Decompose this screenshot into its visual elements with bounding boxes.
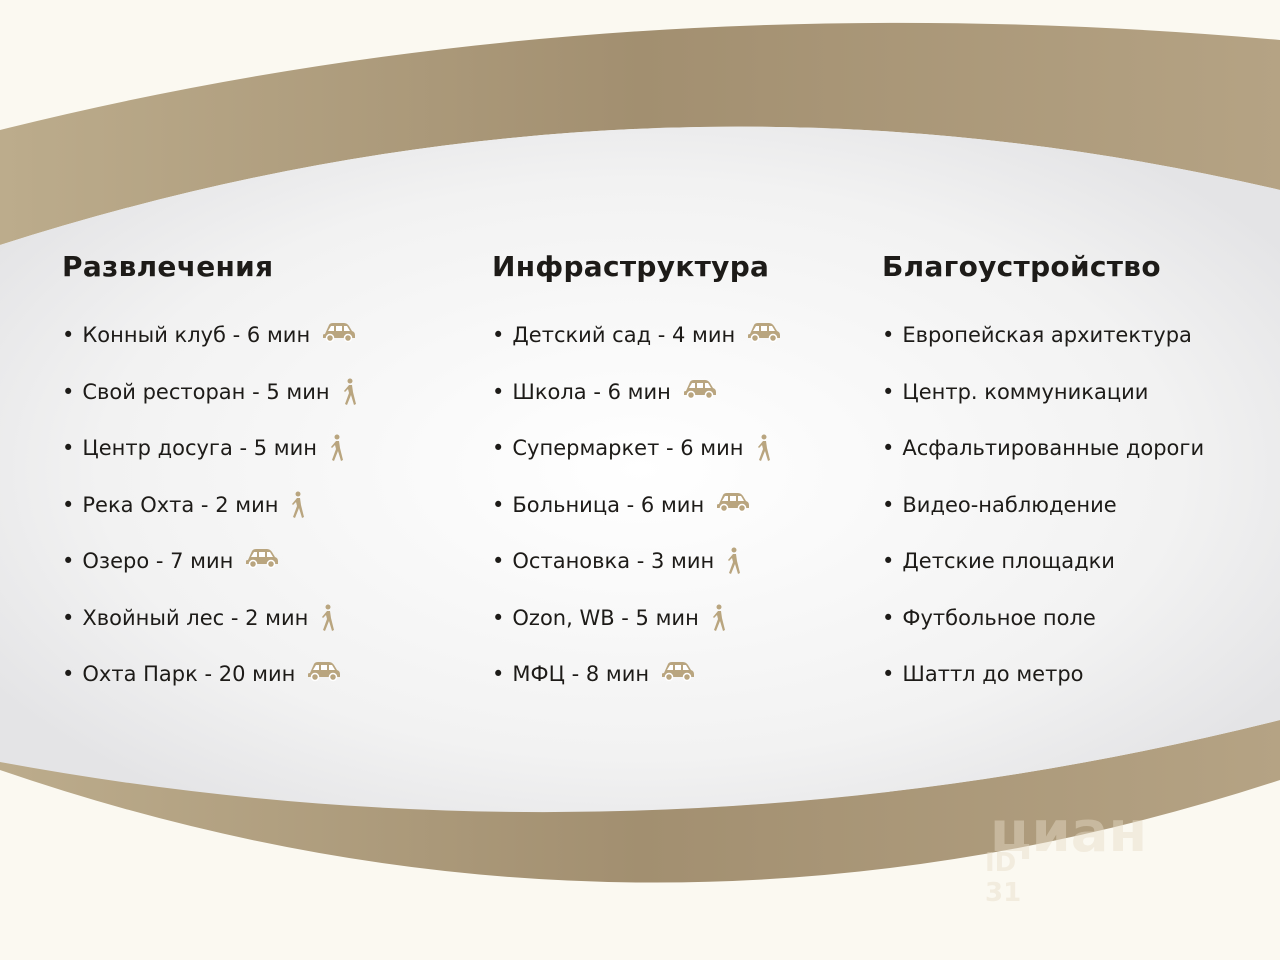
walking-icon [322, 604, 335, 631]
item-label: Европейская архитектура [902, 323, 1192, 347]
car-icon [717, 492, 750, 512]
white-oval [0, 126, 1280, 813]
list-item: • Свой ресторан - 5 мин [62, 378, 358, 437]
gold-band-bottom [0, 720, 1280, 883]
walking-icon [757, 434, 770, 461]
bullet: • [882, 492, 895, 517]
column-title: Благоустройство [882, 250, 1161, 283]
item-label: Школа - 6 мин [512, 379, 671, 404]
item-list: • Европейская архитектура • Центр. коммуник… [882, 323, 1204, 719]
bullet: • [882, 323, 895, 347]
car-icon [246, 549, 279, 569]
car-icon [323, 323, 356, 343]
item-label: Футбольное поле [902, 605, 1096, 630]
list-item: • Озеро - 7 мин [62, 549, 358, 606]
walking-icon [331, 434, 344, 461]
list-item: • Школа - 6 мин [492, 379, 781, 437]
bullet: • [62, 492, 75, 517]
bullet: • [492, 436, 505, 460]
item-label: Хвойный лес - 2 мин [82, 605, 309, 630]
bullet: • [492, 549, 505, 573]
bullet: • [492, 605, 505, 630]
bullet: • [882, 549, 895, 573]
list-item: • Европейская архитектура [882, 323, 1204, 380]
item-label: Детский сад - 4 мин [512, 323, 736, 347]
bullet: • [492, 323, 505, 347]
bullet: • [882, 436, 895, 460]
car-icon [662, 662, 695, 682]
column-3: Благоустройство • Европейская архитектура •… [882, 250, 1204, 719]
walking-icon [292, 491, 305, 518]
list-item: • Детский сад - 4 мин [492, 323, 781, 380]
walking-icon [728, 547, 741, 574]
list-item: • Шаттл до метро [882, 662, 1204, 719]
bullet: • [492, 492, 505, 517]
column-1: Развлечения • Конный клуб - 6 мин • Свой рес… [62, 250, 358, 719]
car-icon [683, 379, 716, 399]
gold-band-top [0, 22, 1280, 245]
list-item: • Супермаркет - 6 мин [492, 434, 781, 493]
column-2: Инфраструктура • Детский сад - 4 мин • Школа… [492, 250, 781, 719]
list-item: • Больница - 6 мин [492, 492, 781, 550]
item-label: Детские площадки [902, 549, 1115, 573]
bullet: • [62, 605, 75, 630]
bullet: • [62, 549, 75, 573]
item-label: Свой ресторан - 5 мин [82, 379, 330, 404]
item-label: Охта Парк - 20 мин [82, 662, 296, 686]
bullet: • [62, 323, 75, 347]
bullet: • [882, 379, 895, 404]
car-icon [308, 662, 341, 682]
list-item: • Ozon, WB - 5 мин [492, 604, 781, 663]
item-label: Шаттл до метро [902, 662, 1084, 686]
item-label: Ozon, WB - 5 мин [512, 605, 699, 630]
item-list: • Детский сад - 4 мин • Школа - 6 мин • Супер… [492, 323, 781, 719]
list-item: • Центр досуга - 5 мин [62, 434, 358, 493]
list-item: • Конный клуб - 6 мин [62, 323, 358, 380]
item-label: Больница - 6 мин [512, 492, 705, 517]
item-label: Супермаркет - 6 мин [512, 436, 744, 460]
car-icon [748, 323, 781, 343]
item-label: Асфальтированные дороги [902, 436, 1205, 460]
item-label: Видео-наблюдение [902, 492, 1117, 517]
item-label: Центр. коммуникации [902, 379, 1149, 404]
item-list: • Конный клуб - 6 мин • Свой ресторан - 5 м… [62, 323, 358, 719]
item-label: Остановка - 3 мин [512, 549, 715, 573]
item-label: Река Охта - 2 мин [82, 492, 279, 517]
walking-icon [343, 378, 356, 405]
bullet: • [492, 662, 505, 686]
item-label: Озеро - 7 мин [82, 549, 234, 573]
bullet: • [62, 662, 75, 686]
list-item: • Детские площадки [882, 549, 1204, 606]
column-title: Инфраструктура [492, 250, 770, 283]
list-item: • Хвойный лес - 2 мин [62, 604, 358, 663]
item-label: Центр досуга - 5 мин [82, 436, 318, 460]
list-item: • Центр. коммуникации [882, 380, 1204, 437]
list-item: • Асфальтированные дороги [882, 436, 1204, 493]
item-label: МФЦ - 8 мин [512, 662, 650, 686]
list-item: • Футбольное поле [882, 606, 1204, 663]
item-label: Конный клуб - 6 мин [82, 323, 311, 347]
bullet: • [62, 436, 75, 460]
list-item: • Река Охта - 2 мин [62, 491, 358, 550]
list-item: • МФЦ - 8 мин [492, 662, 781, 719]
bullet: • [62, 379, 75, 404]
bullet: • [882, 605, 895, 630]
list-item: • Охта Парк - 20 мин [62, 662, 358, 719]
walking-icon [712, 604, 725, 631]
column-title: Развлечения [62, 250, 274, 283]
bullet: • [492, 379, 505, 404]
bullet: • [882, 662, 895, 686]
list-item: • Видео-наблюдение [882, 493, 1204, 550]
list-item: • Остановка - 3 мин [492, 547, 781, 606]
